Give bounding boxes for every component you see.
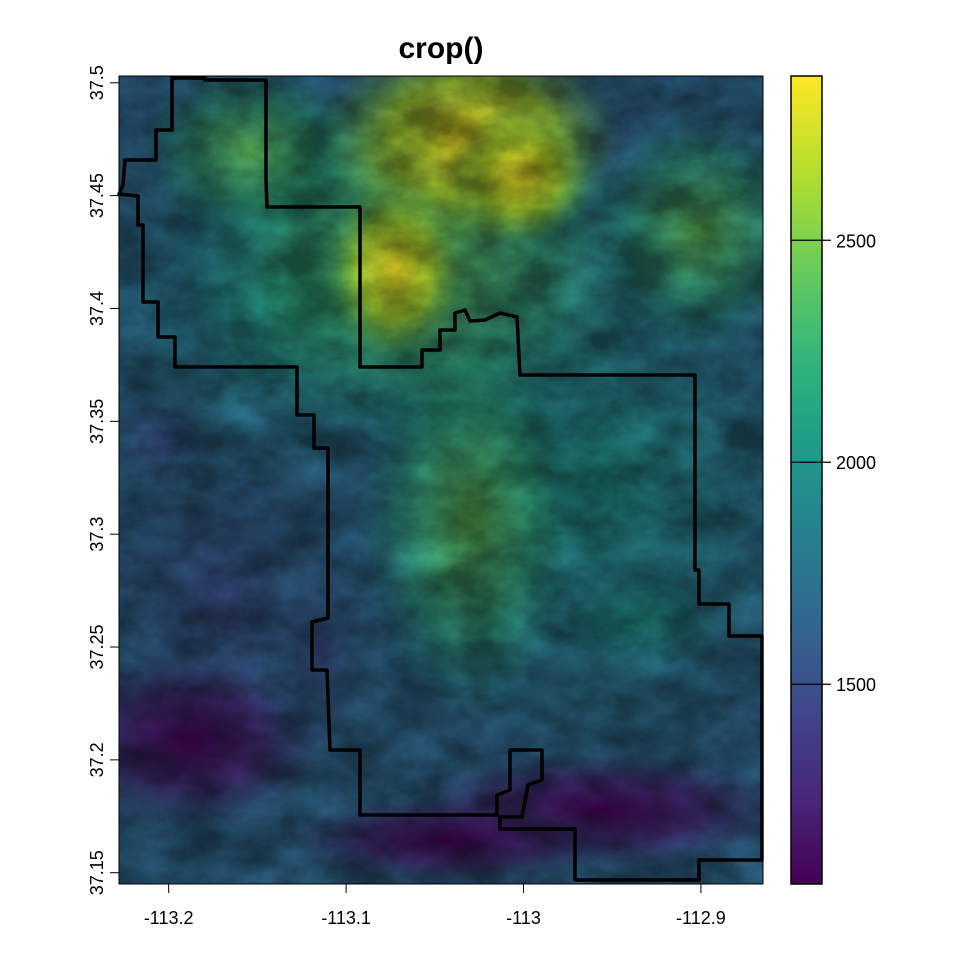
- x-tick-label: -112.9: [676, 908, 726, 928]
- park-boundary: [117, 76, 764, 882]
- y-tick-label: 37.45: [87, 173, 107, 218]
- legend-tick-label: 1500: [836, 675, 876, 695]
- y-tick-label: 37.25: [87, 624, 107, 669]
- map-title: crop(): [399, 32, 484, 65]
- legend-colorbar: [790, 75, 823, 885]
- y-tick-label: 37.15: [87, 850, 107, 895]
- color-legend: 1500 2000 2500: [790, 75, 876, 885]
- map-frame: [118, 75, 764, 885]
- elevation-raster: [119, 76, 763, 884]
- x-axis: -113.2 -113.1 -113 -112.9: [144, 884, 726, 928]
- y-tick-label: 37.5: [87, 65, 107, 100]
- x-tick-label: -113.2: [144, 908, 194, 928]
- y-tick-label: 37.4: [87, 291, 107, 326]
- y-tick-label: 37.2: [87, 742, 107, 777]
- y-tick-label: 37.3: [87, 517, 107, 552]
- y-tick-label: 37.35: [87, 399, 107, 444]
- y-axis: 37.5 37.45 37.4 37.35 37.3 37.25 37.2 37.15: [87, 65, 119, 895]
- legend-tick-label: 2000: [836, 453, 876, 473]
- legend-tick-label: 2500: [836, 231, 876, 251]
- x-tick-label: -113.1: [321, 908, 371, 928]
- legend-ticks: 1500 2000 2500: [791, 231, 876, 695]
- x-tick-label: -113: [506, 908, 541, 928]
